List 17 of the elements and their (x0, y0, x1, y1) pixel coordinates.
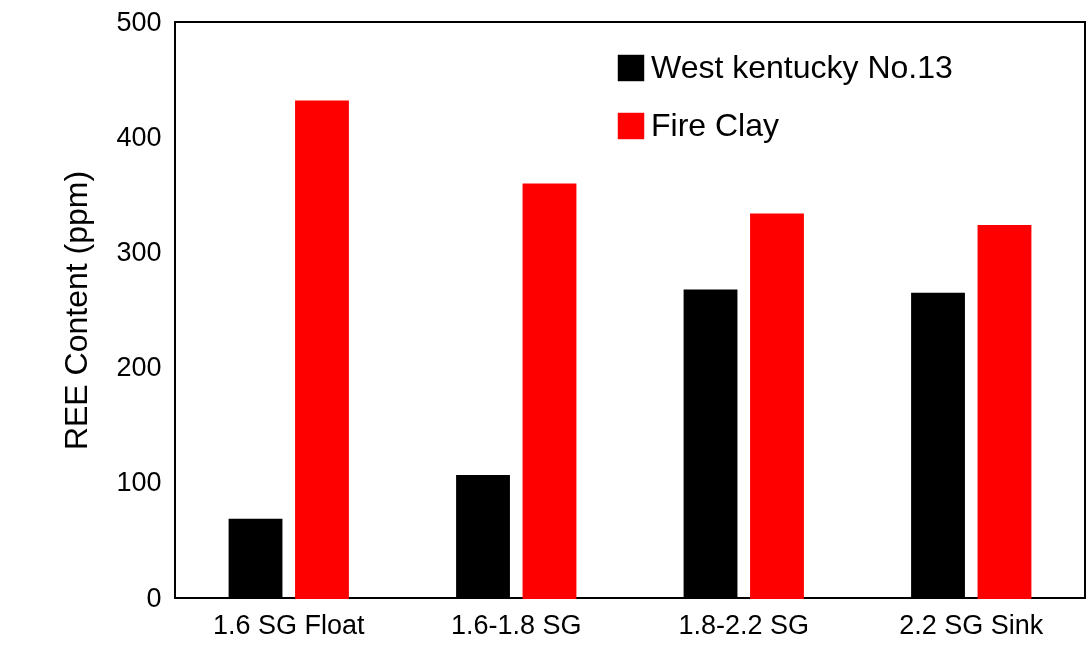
y-tick-label: 200 (116, 352, 162, 383)
x-tick-label: 1.8-2.2 SG (678, 609, 810, 640)
bar (522, 183, 577, 599)
bar (977, 224, 1032, 599)
legend-label: West kentucky No.13 (651, 49, 953, 85)
y-tick-label: 100 (116, 467, 162, 498)
y-tick-label: 300 (116, 236, 162, 267)
y-axis-title: REE Content (ppm) (58, 170, 95, 451)
y-tick-label: 400 (116, 121, 162, 152)
x-tick-label: 1.6-1.8 SG (450, 609, 582, 640)
y-tick-label: 500 (116, 6, 162, 37)
bar (295, 100, 349, 599)
bar (750, 213, 804, 599)
y-tick-label: 0 (146, 582, 162, 613)
x-tick-label: 2.2 SG Sink (899, 609, 1044, 640)
x-tick-label: 1.6 SG Float (212, 609, 366, 640)
legend-label: Fire Clay (651, 107, 780, 143)
